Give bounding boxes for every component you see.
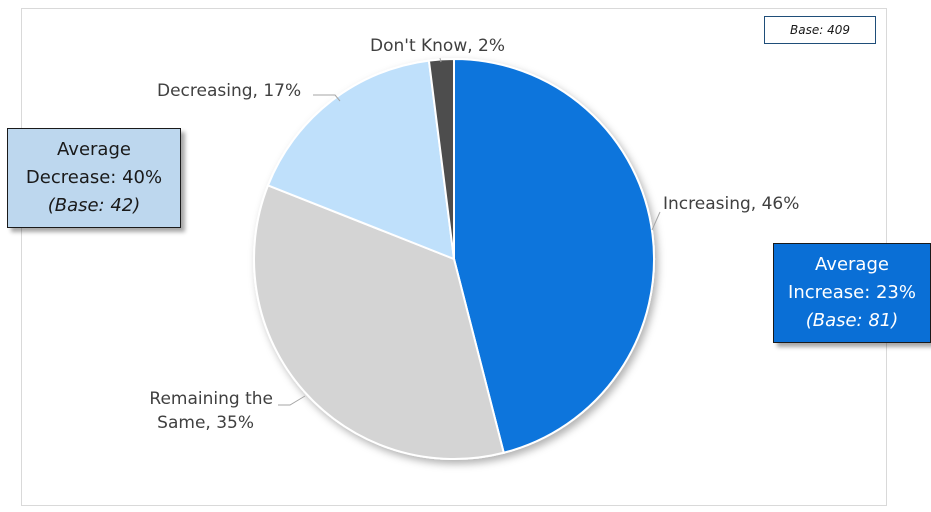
slice-remaining-the-same [253,184,505,460]
callout-decrease-line1: Average [57,139,131,160]
base-badge: Base: 409 [764,16,876,44]
slice-don-t-know [427,57,455,260]
callout-decrease-base: (Base: 42) [47,195,141,216]
pie-slices [253,57,656,460]
callout-decrease-line2: Decrease: 40% [25,167,163,188]
leader-line-decreasing [313,94,341,102]
average-decrease-callout: Average Decrease: 40% (Base: 42) [7,128,181,228]
callout-increase-base: (Base: 81) [805,310,899,331]
average-increase-callout: Average Increase: 23% (Base: 81) [773,243,931,343]
slice-decreasing [266,59,456,261]
label-remaining-line2: Same, 35% [157,413,254,433]
label-remaining-line1: Remaining the [149,389,273,409]
label-decreasing: Decreasing, 17% [157,81,301,101]
leader-line-increasing [651,211,661,231]
callout-increase-line2: Increase: 23% [788,282,916,303]
label-dont-know: Don't Know, 2% [370,36,505,56]
leader-line-remaining [278,395,306,406]
label-increasing: Increasing, 46% [663,194,799,214]
leader-line-dont-know [439,57,442,63]
callout-increase-line1: Average [815,254,889,275]
slice-increasing [453,57,656,454]
